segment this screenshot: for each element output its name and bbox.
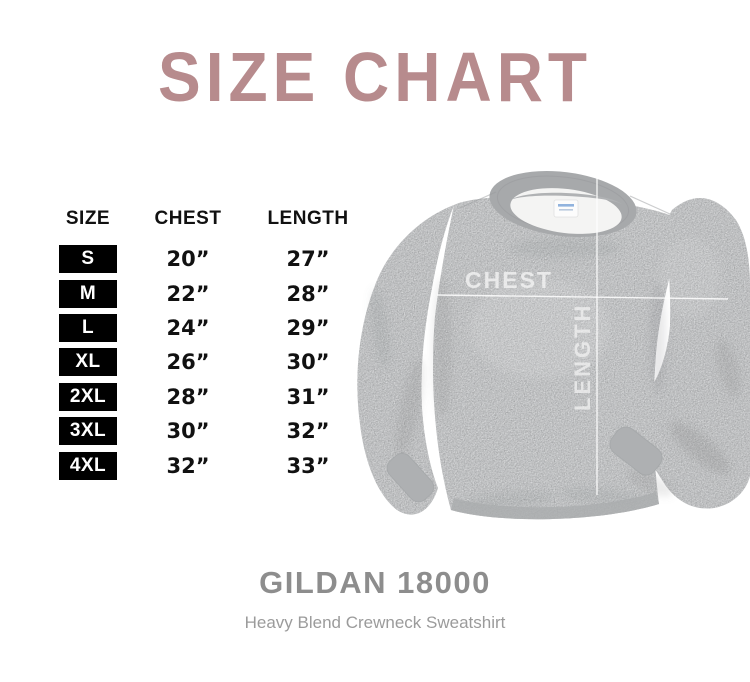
badge-cell: 4XL bbox=[48, 451, 128, 480]
column-header-size: SIZE bbox=[65, 208, 111, 229]
length-value: 32” bbox=[286, 419, 330, 444]
badge-cell: 3XL bbox=[48, 417, 128, 446]
cuff-right bbox=[609, 426, 663, 476]
length-value: 31” bbox=[286, 384, 330, 409]
size-table: SIZE CHEST LENGTH S 20” 27” M 22” 28” L … bbox=[48, 206, 368, 483]
fabric-shading bbox=[370, 238, 741, 509]
chest-measure-line bbox=[436, 294, 729, 300]
chest-value: 30” bbox=[166, 419, 210, 444]
table-row: L 24” 29” bbox=[48, 311, 368, 345]
shoulder-seam-right bbox=[629, 195, 671, 215]
chest-value: 26” bbox=[166, 350, 210, 375]
chest-measure-label: CHEST bbox=[465, 267, 553, 293]
neck-tag bbox=[553, 199, 579, 218]
length-value: 30” bbox=[286, 350, 330, 375]
badge-cell: 2XL bbox=[48, 382, 128, 411]
shoulder-seam-left bbox=[459, 191, 497, 209]
size-table-header: SIZE CHEST LENGTH bbox=[48, 206, 368, 232]
page-title: SIZE CHART bbox=[158, 38, 592, 116]
length-value: 29” bbox=[286, 315, 330, 340]
badge-cell: L bbox=[48, 313, 128, 342]
collar bbox=[459, 170, 671, 238]
table-row: 4XL 32” 33” bbox=[48, 448, 368, 482]
chest-value: 20” bbox=[166, 247, 210, 272]
length-value: 28” bbox=[286, 281, 330, 306]
measurement-overlay: CHEST LENGTH bbox=[436, 178, 729, 495]
size-table-body: S 20” 27” M 22” 28” L 24” 29” XL 26” 30”… bbox=[48, 242, 368, 483]
chest-value: 28” bbox=[166, 384, 210, 409]
badge-cell: XL bbox=[48, 348, 128, 377]
column-header-chest: CHEST bbox=[154, 208, 222, 229]
size-badge: 4XL bbox=[59, 451, 117, 480]
length-measure-label: LENGTH bbox=[570, 303, 595, 411]
product-description: Heavy Blend Crewneck Sweatshirt bbox=[244, 613, 506, 632]
size-badge: 2XL bbox=[59, 382, 117, 411]
size-badge: S bbox=[59, 245, 117, 274]
size-badge: M bbox=[59, 279, 117, 308]
chest-value: 24” bbox=[166, 315, 210, 340]
chest-value: 32” bbox=[166, 453, 210, 478]
hem-band bbox=[451, 492, 659, 520]
table-row: M 22” 28” bbox=[48, 276, 368, 310]
size-badge: L bbox=[59, 313, 117, 342]
chest-value: 22” bbox=[166, 281, 210, 306]
size-badge: XL bbox=[59, 348, 117, 377]
size-badge: 3XL bbox=[59, 417, 117, 446]
length-value: 33” bbox=[286, 453, 330, 478]
table-row: 3XL 30” 32” bbox=[48, 414, 368, 448]
badge-cell: M bbox=[48, 279, 128, 308]
table-row: XL 26” 30” bbox=[48, 345, 368, 379]
sweatshirt-photo: CHEST LENGTH bbox=[357, 170, 750, 520]
cuff-left bbox=[386, 452, 435, 503]
table-row: 2XL 28” 31” bbox=[48, 380, 368, 414]
product-name: GILDAN 18000 bbox=[259, 565, 491, 600]
table-row: S 20” 27” bbox=[48, 242, 368, 276]
length-value: 27” bbox=[286, 247, 330, 272]
column-header-length: LENGTH bbox=[267, 208, 349, 229]
badge-cell: S bbox=[48, 245, 128, 274]
